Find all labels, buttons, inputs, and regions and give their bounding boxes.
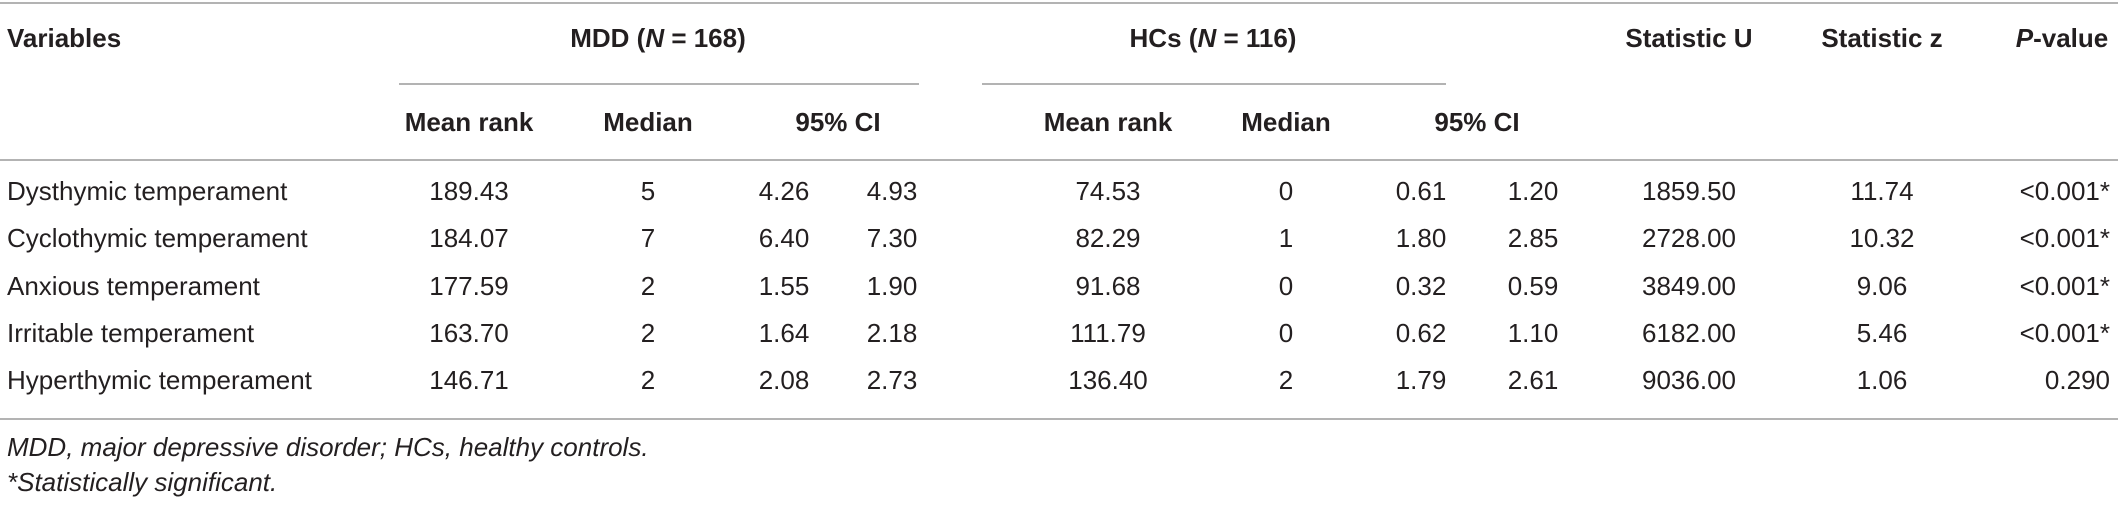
group-header: HCs (N = 116) bbox=[1130, 23, 1297, 53]
cell: 2.18 bbox=[867, 318, 918, 348]
subheader-cell: Mean rank bbox=[1044, 107, 1173, 137]
cell: 0 bbox=[1279, 176, 1293, 206]
row-label: Anxious temperament bbox=[7, 271, 261, 301]
cell: 2 bbox=[641, 271, 655, 301]
row-label: Hyperthymic temperament bbox=[7, 365, 313, 395]
cell: 0 bbox=[1279, 318, 1293, 348]
cell: 0.290 bbox=[2045, 365, 2110, 395]
subheader-cell: 95% CI bbox=[795, 107, 880, 137]
cell: 5 bbox=[641, 176, 655, 206]
cell: 1.10 bbox=[1508, 318, 1559, 348]
cell: 1.55 bbox=[759, 271, 810, 301]
cell: 184.07 bbox=[429, 223, 509, 253]
cell: 6.40 bbox=[759, 223, 810, 253]
cell: <0.001* bbox=[2020, 176, 2110, 206]
cell: <0.001* bbox=[2020, 318, 2110, 348]
group-header-part: MDD ( bbox=[570, 23, 645, 53]
group-header-part: HCs ( bbox=[1130, 23, 1198, 53]
row-label: Cyclothymic temperament bbox=[7, 223, 308, 253]
cell: 2.73 bbox=[867, 365, 918, 395]
cell: 1.20 bbox=[1508, 176, 1559, 206]
cell: 177.59 bbox=[429, 271, 509, 301]
header-cell: P-value bbox=[2016, 23, 2109, 53]
cell: 5.46 bbox=[1857, 318, 1908, 348]
footnote: MDD, major depressive disorder; HCs, hea… bbox=[7, 432, 649, 462]
header-cell-part: -value bbox=[2033, 23, 2108, 53]
cell: 2 bbox=[641, 318, 655, 348]
cell: 1.80 bbox=[1396, 223, 1447, 253]
cell: 9036.00 bbox=[1642, 365, 1736, 395]
cell: 1.90 bbox=[867, 271, 918, 301]
cell: 91.68 bbox=[1075, 271, 1140, 301]
cell: <0.001* bbox=[2020, 223, 2110, 253]
header-cell: Variables bbox=[7, 23, 121, 53]
cell: 163.70 bbox=[429, 318, 509, 348]
cell: 4.93 bbox=[867, 176, 918, 206]
group-header-part: N bbox=[645, 23, 665, 53]
cell: 1.06 bbox=[1857, 365, 1908, 395]
cell: 4.26 bbox=[759, 176, 810, 206]
cell: 10.32 bbox=[1849, 223, 1914, 253]
cell: 111.79 bbox=[1070, 318, 1146, 348]
cell: 2.61 bbox=[1508, 365, 1559, 395]
cell: 82.29 bbox=[1075, 223, 1140, 253]
cell: 0.59 bbox=[1508, 271, 1559, 301]
cell: 0 bbox=[1279, 271, 1293, 301]
cell: 146.71 bbox=[429, 365, 509, 395]
cell: 1.79 bbox=[1396, 365, 1447, 395]
subheader-cell: 95% CI bbox=[1434, 107, 1519, 137]
header-cell: Statistic U bbox=[1625, 23, 1752, 53]
cell: 2.08 bbox=[759, 365, 810, 395]
cell: 2728.00 bbox=[1642, 223, 1736, 253]
cell: 2 bbox=[1279, 365, 1293, 395]
cell: 3849.00 bbox=[1642, 271, 1736, 301]
cell: 11.74 bbox=[1850, 176, 1913, 206]
cell: 0.61 bbox=[1396, 176, 1447, 206]
cell: 6182.00 bbox=[1642, 318, 1736, 348]
cell: 74.53 bbox=[1075, 176, 1140, 206]
cell: <0.001* bbox=[2020, 271, 2110, 301]
cell: 0.62 bbox=[1396, 318, 1447, 348]
cell: 1 bbox=[1279, 223, 1293, 253]
header-cell: Statistic z bbox=[1821, 23, 1942, 53]
group-header-part: = 168) bbox=[664, 23, 746, 53]
footnote: *Statistically significant. bbox=[7, 467, 277, 497]
cell: 1859.50 bbox=[1642, 176, 1736, 206]
cell: 2 bbox=[641, 365, 655, 395]
group-header-part: N bbox=[1197, 23, 1217, 53]
cell: 1.64 bbox=[759, 318, 810, 348]
cell: 0.32 bbox=[1396, 271, 1447, 301]
cell: 7.30 bbox=[867, 223, 918, 253]
cell: 2.85 bbox=[1508, 223, 1559, 253]
cell: 7 bbox=[641, 223, 655, 253]
subheader-cell: Median bbox=[603, 107, 693, 137]
row-label: Dysthymic temperament bbox=[7, 176, 288, 206]
subheader-cell: Mean rank bbox=[405, 107, 534, 137]
row-label: Irritable temperament bbox=[7, 318, 255, 348]
group-header: MDD (N = 168) bbox=[570, 23, 746, 53]
header-cell-part: P bbox=[2016, 23, 2034, 53]
subheader-cell: Median bbox=[1241, 107, 1331, 137]
cell: 189.43 bbox=[429, 176, 509, 206]
cell: 136.40 bbox=[1068, 365, 1148, 395]
group-header-part: = 116) bbox=[1216, 23, 1296, 53]
cell: 9.06 bbox=[1857, 271, 1908, 301]
